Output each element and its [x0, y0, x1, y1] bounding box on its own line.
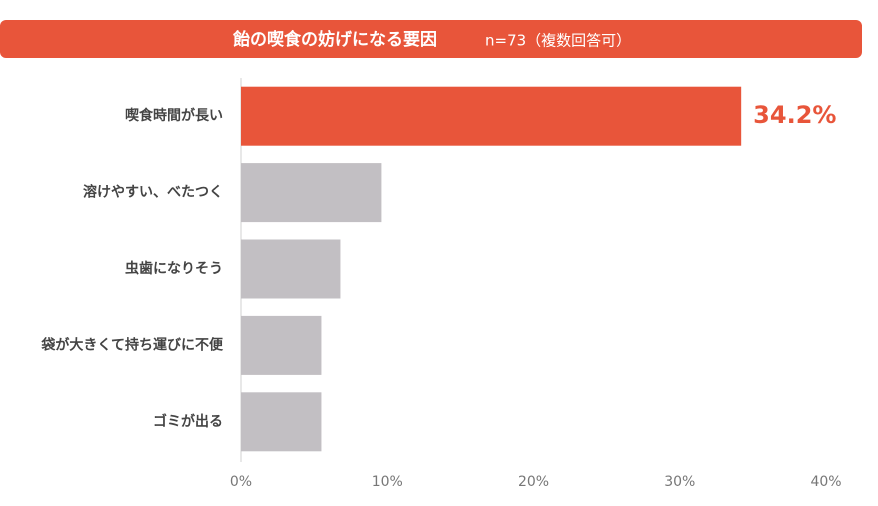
- y-tick-label: 袋が大きくて持ち運びに不便: [40, 336, 224, 353]
- bar: [241, 163, 382, 223]
- bar: [241, 315, 322, 375]
- y-tick-label: ゴミが出る: [153, 413, 223, 430]
- x-tick-label: 40%: [810, 474, 841, 490]
- x-tick-label: 10%: [372, 474, 403, 490]
- x-tick-label: 30%: [664, 474, 695, 490]
- x-tick-label: 20%: [518, 474, 549, 490]
- y-tick-label: 虫歯になりそう: [125, 260, 223, 277]
- y-tick-label: 溶けやすい、べたつく: [83, 184, 223, 201]
- data-label: 34.2%: [753, 101, 836, 129]
- title-banner: [0, 20, 862, 58]
- bar: [241, 392, 322, 452]
- y-tick-label: 喫食時間が長い: [125, 107, 223, 124]
- bar: [241, 239, 341, 299]
- chart-title: 飴の喫食の妨げになる要因: [232, 29, 437, 50]
- bar: [241, 86, 742, 146]
- chart-subtitle: n=73（複数回答可）: [485, 32, 631, 50]
- x-tick-label: 0%: [230, 474, 252, 490]
